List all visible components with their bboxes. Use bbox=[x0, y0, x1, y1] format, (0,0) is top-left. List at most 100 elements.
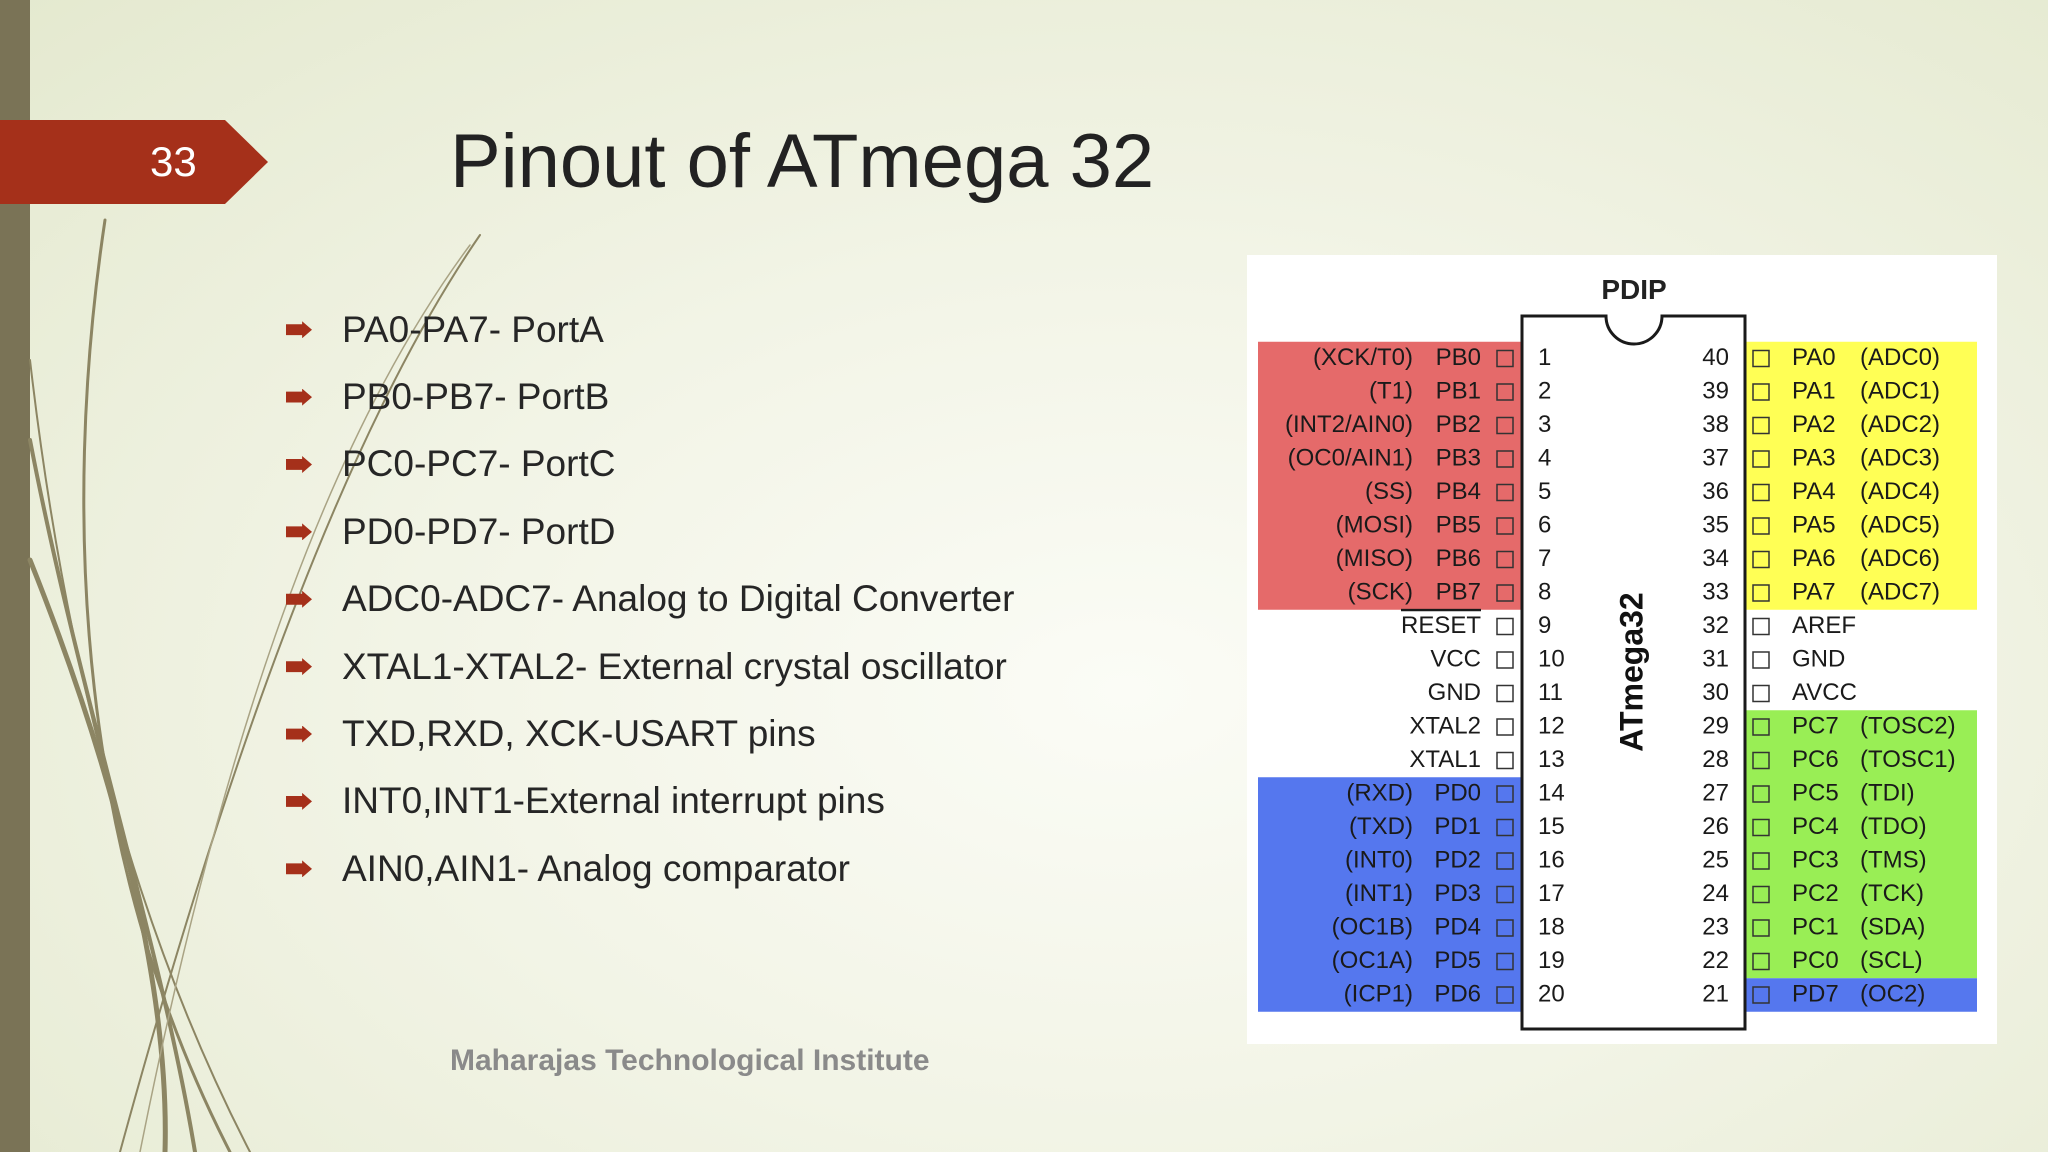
pin-pad bbox=[1752, 416, 1770, 435]
bullet-item: INT0,INT1-External interrupt pins bbox=[286, 768, 1014, 835]
bullet-text: PB0-PB7- PortB bbox=[342, 376, 610, 418]
pin-number: 39 bbox=[1702, 377, 1729, 404]
bullet-text: XTAL1-XTAL2- External crystal oscillator bbox=[342, 645, 1007, 687]
pin-name: PD5 bbox=[1434, 947, 1481, 974]
pin-alt-function: (TXD) bbox=[1349, 813, 1413, 840]
pin-number: 37 bbox=[1702, 444, 1729, 471]
pin-pad bbox=[1496, 986, 1514, 1004]
pin-number: 32 bbox=[1702, 612, 1729, 639]
chip-body bbox=[1520, 314, 1747, 1031]
pin-number: 21 bbox=[1702, 980, 1729, 1007]
pin-alt-function: (MOSI) bbox=[1336, 511, 1413, 538]
pin-number: 17 bbox=[1538, 880, 1565, 907]
pin-number: 31 bbox=[1702, 645, 1729, 672]
pin-number: 4 bbox=[1538, 444, 1551, 471]
pin-pad bbox=[1752, 450, 1770, 468]
pin-alt-function: (INT2/AIN0) bbox=[1285, 411, 1413, 438]
pin-pad bbox=[1752, 517, 1770, 535]
package-label: PDIP bbox=[1601, 274, 1666, 305]
pin-number: 29 bbox=[1702, 712, 1729, 739]
pin-alt-function: (OC1A) bbox=[1332, 947, 1413, 974]
pin-name: PA7 bbox=[1792, 578, 1836, 605]
bullet-item: XTAL1-XTAL2- External crystal oscillator bbox=[286, 633, 1014, 700]
pin-pad bbox=[1496, 852, 1514, 870]
pin-pad bbox=[1496, 751, 1514, 770]
pin-pad bbox=[1752, 718, 1770, 736]
pin-name: PC1 bbox=[1792, 913, 1839, 940]
pin-number: 33 bbox=[1702, 578, 1729, 605]
pin-pad bbox=[1496, 952, 1514, 971]
bullet-item: TXD,RXD, XCK-USART pins bbox=[286, 700, 1014, 767]
pin-name: PA6 bbox=[1792, 545, 1836, 572]
pin-name: GND bbox=[1428, 679, 1481, 706]
pin-alt-function: (ADC2) bbox=[1860, 411, 1940, 438]
pin-alt-function: (XCK/T0) bbox=[1313, 344, 1413, 371]
pin-number: 36 bbox=[1702, 478, 1729, 505]
arrow-bullet-icon bbox=[286, 792, 312, 810]
pin-name: PA0 bbox=[1792, 344, 1836, 371]
bullet-text: PD0-PD7- PortD bbox=[342, 510, 616, 552]
pin-alt-function: (SCK) bbox=[1348, 578, 1413, 605]
pin-number: 9 bbox=[1538, 612, 1551, 639]
pin-name: PC6 bbox=[1792, 746, 1839, 773]
pin-number: 6 bbox=[1538, 511, 1551, 538]
pin-alt-function: (TOSC2) bbox=[1860, 712, 1956, 739]
pin-pad bbox=[1752, 919, 1770, 937]
bullet-text: INT0,INT1-External interrupt pins bbox=[342, 780, 885, 822]
pin-alt-function: (INT0) bbox=[1345, 846, 1413, 873]
pin-pad bbox=[1752, 651, 1770, 669]
pin-pad bbox=[1752, 383, 1770, 401]
pin-number: 26 bbox=[1702, 813, 1729, 840]
pin-alt-function: (OC2) bbox=[1860, 980, 1925, 1007]
pin-alt-function: (ADC1) bbox=[1860, 377, 1940, 404]
pin-number: 28 bbox=[1702, 746, 1729, 773]
bullet-item: PD0-PD7- PortD bbox=[286, 498, 1014, 565]
pin-alt-function: (ICP1) bbox=[1344, 980, 1413, 1007]
footer-institute: Maharajas Technological Institute bbox=[450, 1044, 930, 1077]
pin-alt-function: (OC1B) bbox=[1332, 913, 1413, 940]
left-band-blue bbox=[1258, 777, 1522, 1012]
pin-number: 40 bbox=[1702, 344, 1729, 371]
pin-number: 19 bbox=[1538, 947, 1565, 974]
pin-pad bbox=[1496, 919, 1514, 937]
pin-number: 18 bbox=[1538, 913, 1565, 940]
pin-pad bbox=[1752, 584, 1770, 602]
bullet-text: TXD,RXD, XCK-USART pins bbox=[342, 713, 816, 755]
pin-number: 7 bbox=[1538, 545, 1551, 572]
pin-name: XTAL1 bbox=[1409, 746, 1481, 773]
pin-name: RESET bbox=[1401, 612, 1481, 639]
pin-name: VCC bbox=[1430, 645, 1481, 672]
pin-number: 3 bbox=[1538, 411, 1551, 438]
right-band-blue bbox=[1745, 978, 1977, 1012]
arrow-bullet-icon bbox=[286, 321, 312, 339]
pinout-diagram: PDIP ATmega32 1 PB0 (XCK/T0) 2 PB1 (T1) 3 PB2 (I… bbox=[1247, 255, 1997, 1044]
pin-number: 22 bbox=[1702, 947, 1729, 974]
pin-name: PD7 bbox=[1792, 980, 1839, 1007]
pin-pad bbox=[1496, 517, 1514, 535]
slide-number-tab bbox=[0, 120, 268, 204]
pin-alt-function: (SCL) bbox=[1860, 947, 1923, 974]
pin-name: PB2 bbox=[1436, 411, 1481, 438]
pin-pad bbox=[1752, 349, 1770, 368]
pin-number: 1 bbox=[1538, 344, 1551, 371]
pin-pad bbox=[1752, 483, 1770, 502]
pin-pad bbox=[1752, 684, 1770, 703]
pin-alt-function: (TDI) bbox=[1860, 779, 1915, 806]
arrow-bullet-icon bbox=[286, 455, 312, 473]
pin-alt-function: (TCK) bbox=[1860, 880, 1924, 907]
pin-name: PC3 bbox=[1792, 846, 1839, 873]
pin-name: PB1 bbox=[1436, 377, 1481, 404]
pin-pad bbox=[1752, 986, 1770, 1004]
pin-pad bbox=[1496, 684, 1514, 703]
pin-name: PD1 bbox=[1434, 813, 1481, 840]
arrow-bullet-icon bbox=[286, 388, 312, 406]
bullet-item: PA0-PA7- PortA bbox=[286, 296, 1014, 363]
pin-alt-function: (TMS) bbox=[1860, 846, 1927, 873]
left-band-red bbox=[1258, 341, 1522, 610]
pin-alt-function: (TOSC1) bbox=[1860, 746, 1956, 773]
pin-name: PD2 bbox=[1434, 846, 1481, 873]
pin-name: AVCC bbox=[1792, 679, 1857, 706]
pin-number: 14 bbox=[1538, 779, 1565, 806]
pin-pad bbox=[1496, 416, 1514, 435]
pin-pad bbox=[1496, 483, 1514, 502]
